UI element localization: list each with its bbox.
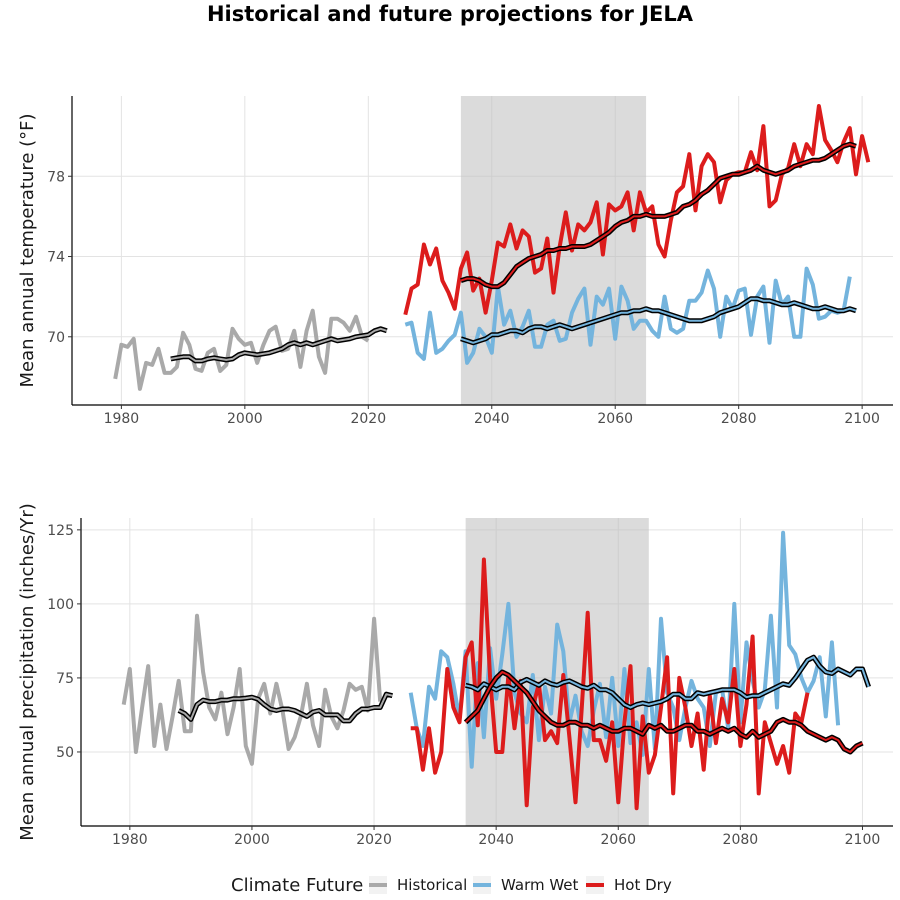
- legend-label-hot-dry: Hot Dry: [614, 876, 672, 894]
- legend-label-warm-wet: Warm Wet: [501, 876, 579, 894]
- series-historical: [113, 308, 370, 391]
- x-tick-label: 2060: [597, 411, 633, 427]
- series-hot-dry-smoothed: [460, 141, 857, 290]
- x-tick-label: 1980: [104, 411, 140, 427]
- series-historical-smoothed: [170, 326, 388, 364]
- series-hot-dry-smoothed-line: [460, 143, 857, 288]
- series-historical: [121, 613, 383, 766]
- series-warm-wet: [404, 266, 852, 365]
- precipitation-panel: 1980 2000 2020 2040 2060 2080 2100 50 75 100 125 Me…: [17, 503, 893, 848]
- temperature-panel: 1980 2000 2020 2040 2060 2080 2100 70 74 78 Mean a…: [17, 96, 893, 427]
- legend-item-historical: Historical: [369, 876, 467, 894]
- x-tick-label: 2040: [474, 411, 510, 427]
- y-tick-label: 78: [47, 169, 65, 185]
- legend-item-warm-wet: Warm Wet: [473, 876, 579, 894]
- x-tick-label: 2080: [723, 832, 759, 848]
- y-tick-label: 100: [47, 597, 74, 613]
- legend-label-historical: Historical: [397, 876, 467, 894]
- series-warm-wet-smoothed-line: [460, 297, 857, 344]
- shaded-period: [465, 518, 649, 826]
- x-tick-label: 2080: [721, 411, 757, 427]
- x-tick-label: 2040: [478, 832, 514, 848]
- y-axis-label: Mean annual temperature (°F): [17, 113, 38, 387]
- y-tick-label: 125: [47, 523, 74, 539]
- x-tick-label: 2060: [600, 832, 636, 848]
- series-historical-smoothed-line: [178, 693, 393, 722]
- y-tick-label: 70: [47, 330, 65, 346]
- series-warm-wet-smoothed-line: [465, 656, 870, 709]
- series-hot-dry-smoothed: [463, 669, 864, 755]
- y-tick-label: 75: [56, 671, 74, 687]
- y-tick-label: 74: [47, 250, 65, 266]
- x-tick-label: 1980: [112, 832, 148, 848]
- legend-title: Climate Future: [231, 875, 363, 896]
- series-warm-wet: [408, 530, 841, 769]
- series-historical-smoothed: [177, 691, 393, 724]
- x-tick-label: 2020: [356, 832, 392, 848]
- x-tick-label: 2100: [844, 411, 880, 427]
- legend: Climate Future Historical Warm Wet Hot D…: [231, 875, 672, 896]
- series-warm-wet-smoothed: [460, 296, 857, 346]
- series-historical-smoothed-line: [170, 327, 388, 362]
- chart-title: Historical and future projections for JE…: [207, 2, 694, 26]
- y-axis-label: Mean annual precipitation (inches/Yr): [17, 503, 38, 841]
- y-tick-label: 50: [56, 745, 74, 761]
- legend-item-hot-dry: Hot Dry: [586, 876, 672, 894]
- series-hot-dry-smoothed-line: [464, 671, 863, 753]
- x-tick-label: 2020: [350, 411, 386, 427]
- series-warm-wet-smoothed: [465, 654, 871, 710]
- x-tick-label: 2000: [227, 411, 263, 427]
- series-hot-dry: [403, 104, 871, 316]
- x-tick-label: 2000: [234, 832, 270, 848]
- x-tick-label: 2100: [845, 832, 881, 848]
